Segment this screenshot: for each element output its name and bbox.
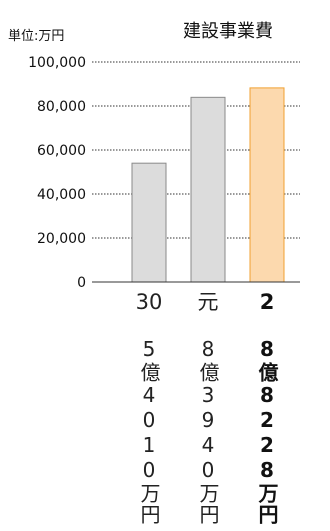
chart-title: 建設事業費 [183,21,273,42]
bar [131,162,167,283]
x-category-label: 30 [136,290,163,314]
y-tick-label: 20,000 [37,231,86,247]
x-category-label: 元 [198,290,219,314]
bar [249,87,285,283]
category-labels: 30 元 2 [136,290,275,314]
y-tick-label: 80,000 [37,99,86,115]
bar-value-label: 8億8228万円 [255,337,279,525]
bars [131,87,285,283]
y-axis-ticks: 100,000 80,000 60,000 40,000 20,000 0 [28,55,86,291]
x-category-label: 2 [260,290,275,314]
y-tick-label: 100,000 [28,55,86,71]
bar-value-label: 8億3940万円 [196,337,220,525]
bar-value-label: 5億4010万円 [137,337,161,525]
y-tick-label: 0 [77,275,86,291]
unit-label: 単位:万円 [8,28,64,44]
y-tick-label: 60,000 [37,143,86,159]
bar [190,96,226,283]
y-tick-label: 40,000 [37,187,86,203]
